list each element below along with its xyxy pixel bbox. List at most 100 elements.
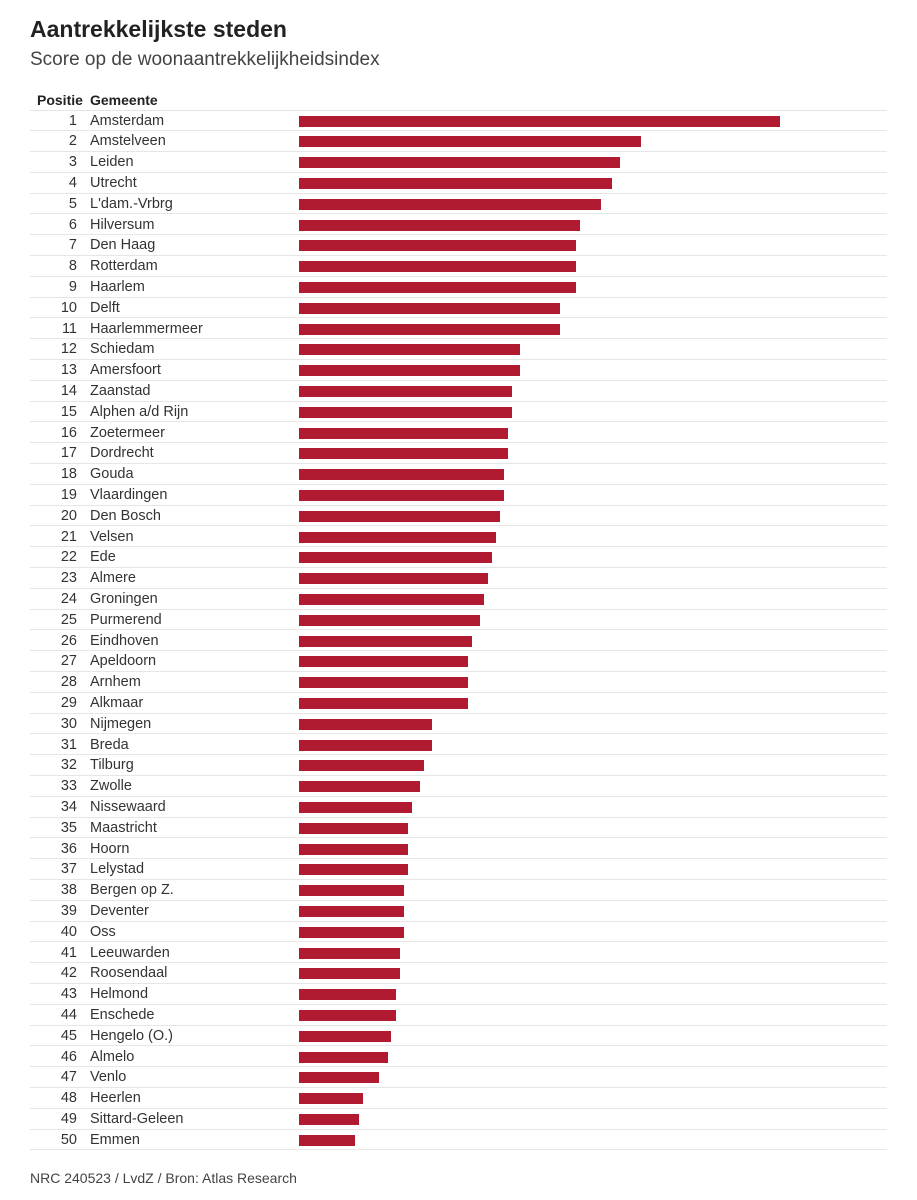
municipality-label: Lelystad	[90, 861, 145, 878]
position-label: 14	[60, 382, 77, 399]
municipality-label: Eindhoven	[90, 632, 159, 649]
table-row: 22 Ede	[30, 547, 887, 569]
municipality-label: Heerlen	[90, 1090, 141, 1107]
position-label: 46	[60, 1048, 77, 1065]
municipality-label: Vlaardingen	[90, 486, 168, 503]
score-bar	[299, 781, 420, 793]
position-label: 17	[60, 445, 77, 462]
municipality-label: Velsen	[90, 528, 134, 545]
position-label: 13	[60, 362, 77, 379]
score-bar	[299, 573, 488, 585]
table-row: 35 Maastricht	[30, 818, 887, 839]
table-row: 18 Gouda	[30, 464, 887, 485]
table-row: 13 Amersfoort	[30, 360, 887, 381]
position-label: 30	[60, 715, 77, 732]
municipality-label: Den Haag	[90, 237, 156, 254]
score-bar	[299, 531, 496, 543]
position-label: 3	[68, 154, 77, 171]
score-bar	[299, 469, 504, 481]
score-bar	[299, 1113, 360, 1125]
municipality-label: Nijmegen	[90, 715, 152, 732]
position-label: 45	[60, 1027, 77, 1044]
municipality-label: Amstelveen	[90, 133, 166, 150]
score-bar	[299, 635, 472, 647]
score-bar	[299, 385, 512, 397]
table-row: 38 Bergen op Z.	[30, 880, 887, 901]
table-row: 46 Almelo	[30, 1047, 887, 1068]
table-row: 9 Haarlem	[30, 277, 887, 298]
municipality-label: Emmen	[90, 1131, 140, 1148]
source-note: NRC 240523 / LvdZ / Bron: Atlas Research	[30, 1170, 297, 1186]
score-bar	[299, 261, 577, 273]
municipality-label: Zoetermeer	[90, 424, 165, 441]
table-row: 48 Heerlen	[30, 1088, 887, 1109]
score-bar	[299, 843, 408, 855]
table-row: 1 Amsterdam	[30, 111, 887, 132]
score-bar	[299, 1051, 388, 1063]
position-label: 48	[60, 1090, 77, 1107]
score-bar	[299, 718, 432, 730]
table-row: 31 Breda	[30, 735, 887, 756]
municipality-label: Hengelo (O.)	[90, 1027, 174, 1044]
table-row: 29 Alkmaar	[30, 693, 887, 714]
table-row: 37 Lelystad	[30, 859, 887, 881]
score-bar	[299, 801, 412, 813]
score-bar	[299, 406, 512, 418]
table-row: 19 Vlaardingen	[30, 485, 887, 506]
municipality-label: Ede	[90, 549, 116, 566]
municipality-label: Haarlemmermeer	[90, 320, 203, 337]
position-label: 43	[60, 986, 77, 1003]
position-label: 24	[60, 590, 77, 607]
municipality-label: Almelo	[90, 1048, 135, 1065]
chart-title: Aantrekkelijkste steden	[30, 16, 287, 42]
municipality-label: Sittard-Geleen	[90, 1110, 184, 1127]
municipality-label: Gouda	[90, 466, 134, 483]
position-label: 26	[60, 632, 77, 649]
table-row: 12 Schiedam	[30, 339, 887, 361]
table-row: 24 Groningen	[30, 589, 887, 610]
position-label: 6	[68, 216, 77, 233]
position-label: 31	[60, 736, 77, 753]
table-row: 27 Apeldoorn	[30, 651, 887, 673]
position-label: 38	[60, 882, 77, 899]
score-bar	[299, 656, 468, 668]
municipality-label: Enschede	[90, 1006, 155, 1023]
score-bar	[299, 593, 484, 605]
table-row: 43 Helmond	[30, 984, 887, 1005]
position-label: 32	[60, 757, 77, 774]
score-bar	[299, 365, 520, 377]
position-label: 21	[60, 528, 77, 545]
position-label: 29	[60, 694, 77, 711]
score-bar	[299, 1030, 392, 1042]
score-bar	[299, 760, 425, 772]
municipality-label: Nissewaard	[90, 798, 166, 815]
score-bar	[299, 864, 408, 876]
position-label: 22	[60, 549, 77, 566]
municipality-label: Arnhem	[90, 674, 141, 691]
position-label: 44	[60, 1006, 77, 1023]
score-bar	[299, 344, 520, 356]
table-row: 36 Hoorn	[30, 839, 887, 860]
score-bar	[299, 614, 480, 626]
municipality-label: Deventer	[90, 902, 149, 919]
score-bar	[299, 240, 577, 252]
municipality-column-header: Gemeente	[90, 92, 158, 108]
municipality-label: Schiedam	[90, 341, 155, 358]
table-row: 45 Hengelo (O.)	[30, 1026, 887, 1047]
table-row: 14 Zaanstad	[30, 381, 887, 402]
table-row: 21 Velsen	[30, 527, 887, 548]
table-row: 49 Sittard-Geleen	[30, 1109, 887, 1130]
header-divider	[30, 110, 887, 111]
position-label: 11	[61, 320, 77, 337]
score-bar	[299, 926, 404, 938]
position-label: 5	[68, 195, 77, 212]
municipality-label: Zwolle	[90, 778, 132, 795]
position-label: 35	[60, 819, 77, 836]
score-bar	[299, 198, 601, 210]
chart-subtitle: Score op de woonaantrekkelijkheidsindex	[30, 49, 380, 70]
municipality-label: Bergen op Z.	[90, 882, 174, 899]
score-bar	[299, 968, 400, 980]
table-row: 33 Zwolle	[30, 776, 887, 797]
position-label: 25	[60, 611, 77, 628]
